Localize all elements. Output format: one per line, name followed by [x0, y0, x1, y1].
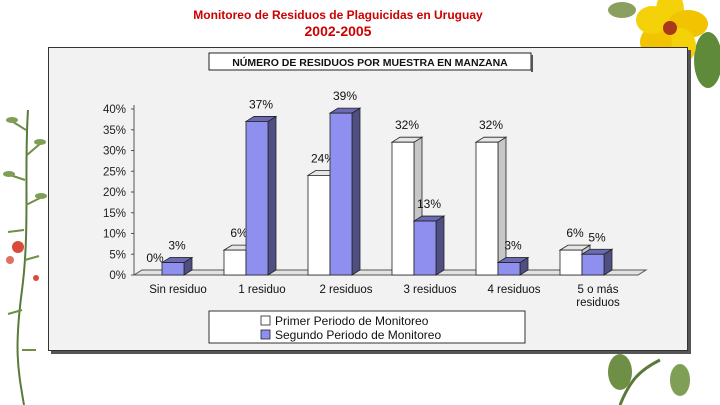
bar [245, 121, 269, 276]
x-tick-label: Sin residuo [149, 284, 207, 296]
bar [497, 262, 521, 276]
slide-title: Monitoreo de Residuos de Plaguicidas en … [193, 8, 483, 22]
data-label: 6% [230, 226, 248, 240]
chart-frame [48, 47, 688, 351]
legend-entry: Primer Periodo de Monitoreo [275, 314, 429, 328]
bar [223, 249, 247, 276]
y-tick-label: 30% [103, 146, 126, 158]
data-label: 32% [395, 118, 419, 132]
y-tick-label: 5% [109, 249, 126, 261]
data-label: 24% [311, 151, 335, 165]
data-label: 6% [566, 226, 584, 240]
bar-side [267, 115, 277, 276]
legend-swatch [260, 315, 271, 326]
y-tick-label: 40% [103, 104, 126, 116]
data-label: 37% [249, 97, 273, 111]
x-tick-label: 3 residuos [403, 284, 456, 296]
legend-swatch [260, 329, 271, 340]
data-label: 0% [146, 251, 164, 265]
bar-chart: NÚMERO DE RESIDUOS POR MUESTRA EN MANZAN… [103, 52, 648, 344]
y-tick-label: 0% [109, 270, 126, 282]
bar [391, 141, 415, 276]
data-label: 3% [168, 239, 186, 253]
data-label: 3% [504, 239, 522, 253]
data-label: 5% [588, 230, 606, 244]
x-tick-label: 5 o más [578, 284, 619, 296]
y-tick-label: 35% [103, 125, 126, 137]
x-tick-label: 1 residuo [238, 284, 285, 296]
bar [161, 262, 185, 276]
chart-title: NÚMERO DE RESIDUOS POR MUESTRA EN MANZAN… [232, 56, 508, 69]
bar [307, 174, 331, 276]
x-tick-label: 2 residuos [319, 284, 372, 296]
plant-illustration [3, 110, 47, 405]
flower-illustration [608, 0, 720, 405]
data-label: 13% [417, 197, 441, 211]
bar [581, 253, 605, 276]
y-tick-label: 20% [103, 187, 126, 199]
bar-side [351, 107, 361, 276]
data-label: 32% [479, 118, 503, 132]
bar [413, 220, 437, 276]
bar [475, 141, 499, 276]
y-tick-label: 15% [103, 208, 126, 220]
y-tick-label: 25% [103, 166, 126, 178]
data-label: 39% [333, 89, 357, 103]
x-tick-label: 4 residuos [487, 284, 540, 296]
y-tick-label: 10% [103, 229, 126, 241]
x-tick-label-line2: residuos [576, 297, 620, 309]
legend-entry: Segundo Periodo de Monitoreo [275, 328, 441, 342]
bar [329, 112, 353, 276]
slide-subtitle: 2002-2005 [304, 23, 372, 39]
bar-side [497, 136, 507, 276]
bar [559, 249, 583, 276]
bar-side [435, 215, 445, 276]
